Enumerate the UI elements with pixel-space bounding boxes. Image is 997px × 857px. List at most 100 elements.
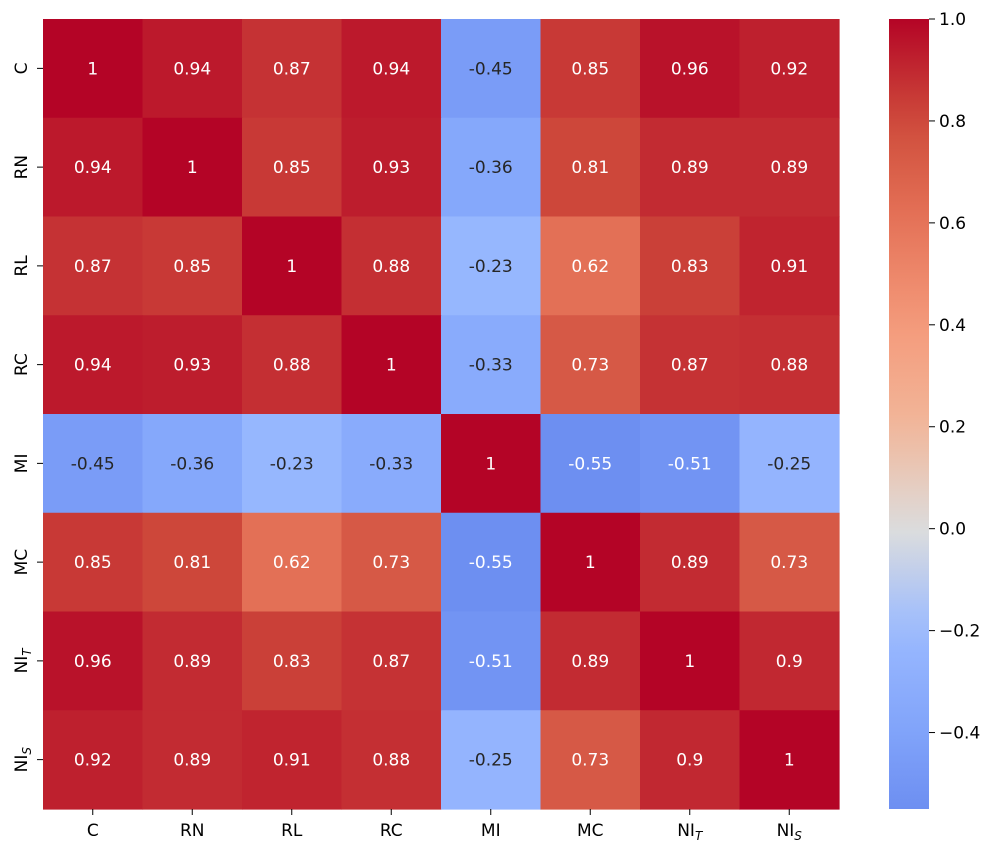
tick-label-subscript: S bbox=[794, 829, 802, 843]
tick-label-text: RN bbox=[180, 821, 205, 841]
cell-value-label: 0.92 bbox=[770, 59, 808, 79]
heatmap-cell bbox=[341, 117, 442, 218]
heatmap-cell bbox=[43, 216, 144, 316]
heatmap-cell bbox=[540, 117, 641, 218]
tick-label-text: NI bbox=[12, 656, 32, 674]
cell-value-label: -0.36 bbox=[170, 454, 214, 474]
tick-label-text: RC bbox=[380, 821, 403, 841]
cell-value-label: 0.88 bbox=[273, 356, 311, 376]
heatmap-cell bbox=[43, 611, 144, 711]
tick-label: RL bbox=[281, 821, 303, 841]
heatmap-cell bbox=[341, 414, 442, 514]
cell-value-label: 0.62 bbox=[273, 553, 311, 573]
heatmap-cell bbox=[739, 512, 840, 613]
cell-value-label: 1 bbox=[386, 356, 397, 376]
cell-value-label: 0.87 bbox=[671, 356, 709, 376]
tick-label: C bbox=[87, 821, 99, 841]
tick-label-text: RL bbox=[281, 821, 303, 841]
heatmap-cell bbox=[739, 414, 840, 514]
tick-label-text: MI bbox=[12, 454, 32, 474]
heatmap-cell bbox=[242, 414, 343, 514]
cell-value-label: 0.91 bbox=[273, 751, 311, 771]
heatmap-cell bbox=[540, 512, 641, 613]
cell-value-label: -0.25 bbox=[469, 751, 513, 771]
heatmap-cell bbox=[43, 315, 144, 415]
tick-label: RC bbox=[380, 821, 403, 841]
heatmap-cell bbox=[43, 414, 144, 514]
cell-value-label: -0.33 bbox=[369, 454, 413, 474]
cell-value-label: -0.45 bbox=[469, 59, 513, 79]
heatmap-cell bbox=[142, 315, 243, 415]
x-axis: C RN RL RC MI MC NIT NIS bbox=[87, 809, 802, 843]
tick-label-text: MC bbox=[577, 821, 604, 841]
cell-value-label: -0.23 bbox=[469, 257, 513, 277]
heatmap-cell bbox=[142, 216, 243, 316]
cell-value-label: 0.87 bbox=[74, 257, 112, 277]
tick-label-text: NI bbox=[12, 755, 32, 773]
heatmap-cell bbox=[43, 117, 144, 218]
tick-label-text: RN bbox=[12, 155, 32, 180]
cell-value-label: 0.83 bbox=[273, 652, 311, 672]
heatmap-cell bbox=[43, 512, 144, 613]
heatmap-cell bbox=[341, 512, 442, 613]
heatmap-cell bbox=[640, 414, 741, 514]
tick-label: NIS bbox=[777, 821, 803, 843]
heatmap-cell bbox=[242, 216, 343, 316]
heatmap-cell bbox=[142, 117, 243, 218]
heatmap-cell bbox=[242, 19, 343, 119]
cell-value-label: 0.96 bbox=[74, 652, 112, 672]
cell-value-label: -0.23 bbox=[270, 454, 314, 474]
cell-value-label: 0.89 bbox=[671, 553, 709, 573]
cell-value-label: 0.89 bbox=[571, 652, 609, 672]
heatmap-cell bbox=[341, 216, 442, 316]
cell-value-label: 0.87 bbox=[372, 652, 410, 672]
tick-label-text: C bbox=[12, 62, 32, 74]
cell-value-label: 0.93 bbox=[173, 356, 211, 376]
tick-label-text: MI bbox=[481, 821, 501, 841]
cell-value-label: 0.88 bbox=[372, 257, 410, 277]
cell-value-label: 0.85 bbox=[74, 553, 112, 573]
tick-label-text: C bbox=[87, 821, 99, 841]
heatmap-cell bbox=[142, 611, 243, 711]
heatmap-cell bbox=[739, 710, 840, 810]
heatmap-cell bbox=[441, 315, 542, 415]
cell-value-label: -0.51 bbox=[668, 454, 712, 474]
heatmap-cell bbox=[142, 19, 243, 119]
tick-label-text: NI bbox=[677, 821, 695, 841]
cell-value-label: 0.73 bbox=[770, 553, 808, 573]
heatmap-cell bbox=[242, 710, 343, 810]
tick-label: NIT bbox=[677, 821, 704, 843]
colorbar-gradient bbox=[889, 19, 929, 809]
heatmap-cell bbox=[142, 710, 243, 810]
cell-value-label: 0.73 bbox=[372, 553, 410, 573]
heatmap-cell bbox=[540, 611, 641, 711]
cell-value-label: 0.85 bbox=[571, 59, 609, 79]
tick-label: RN bbox=[12, 155, 32, 180]
cell-value-label: 0.87 bbox=[273, 59, 311, 79]
heatmap-cell bbox=[242, 117, 343, 218]
heatmap-cell bbox=[441, 19, 542, 119]
tick-label-subscript: T bbox=[695, 829, 704, 843]
heatmap-cell bbox=[142, 512, 243, 613]
heatmap-cells bbox=[43, 19, 840, 810]
heatmap-cell bbox=[540, 216, 641, 316]
cell-value-label: -0.55 bbox=[469, 553, 513, 573]
colorbar-tick-label: 1.0 bbox=[939, 10, 966, 30]
heatmap-cell bbox=[341, 710, 442, 810]
cell-value-label: 0.96 bbox=[671, 59, 709, 79]
tick-label-subscript: S bbox=[20, 747, 34, 755]
tick-label: RN bbox=[180, 821, 205, 841]
heatmap-cell bbox=[739, 117, 840, 218]
cell-value-label: 0.94 bbox=[74, 158, 112, 178]
cell-value-label: 0.89 bbox=[173, 652, 211, 672]
tick-label: RC bbox=[12, 353, 32, 376]
tick-label: MC bbox=[12, 549, 32, 576]
cell-value-label: 0.89 bbox=[173, 751, 211, 771]
colorbar-tick-label: −0.2 bbox=[939, 622, 980, 642]
cell-value-label: 0.91 bbox=[770, 257, 808, 277]
colorbar-tick-label: 0.2 bbox=[939, 418, 966, 438]
cell-value-label: 0.94 bbox=[74, 356, 112, 376]
cell-value-label: 0.73 bbox=[571, 751, 609, 771]
